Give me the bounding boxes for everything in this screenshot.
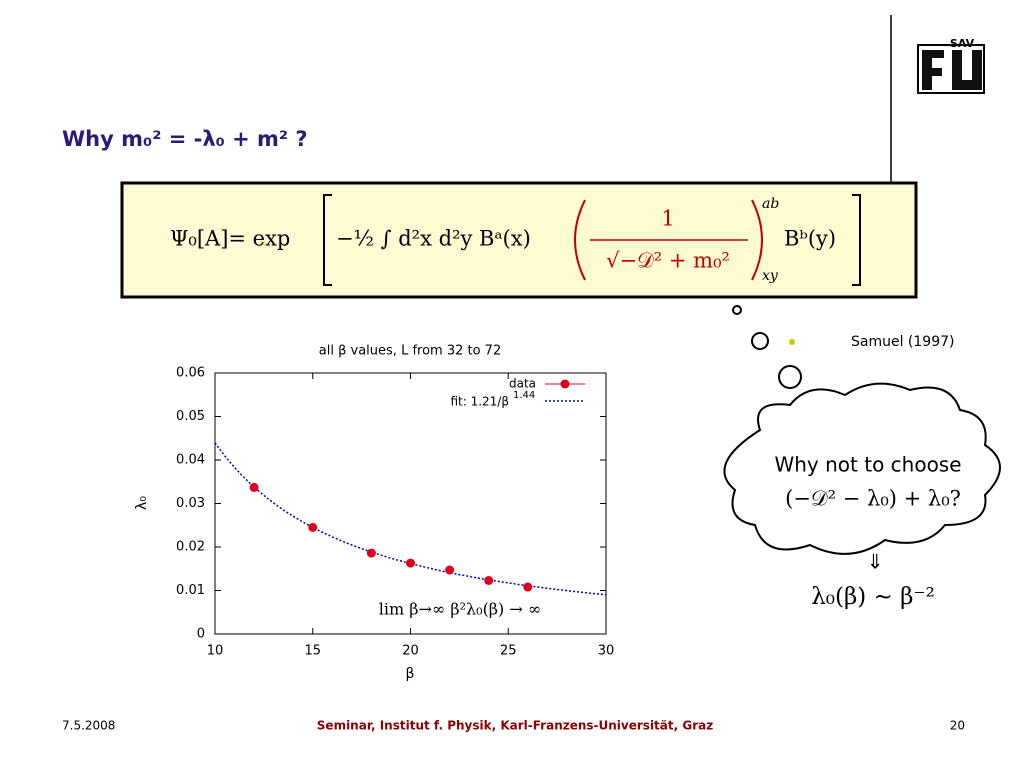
data-point (249, 482, 259, 492)
y-tick-label: 0.04 (176, 453, 205, 468)
legend-label-sup: 1.44 (513, 390, 535, 401)
y-tick-label: 0.01 (176, 583, 205, 598)
chart-title: all β values, L from 32 to 72 (319, 344, 501, 359)
x-tick-label: 10 (207, 644, 224, 659)
result: λ₀(β) ∼ β⁻² (811, 584, 935, 610)
x-tick-label: 30 (598, 644, 615, 659)
formula: Ψ₀[A]= exp −½ ∫ d²x d²y Bᵃ(x) 1 √−𝒟² + m… (170, 194, 861, 286)
logo: SAV (917, 37, 985, 94)
fit-curve (214, 442, 607, 596)
legend-swatch (560, 379, 570, 389)
y-tick-label: 0 (197, 627, 205, 642)
formula-integral: −½ ∫ d²x d²y Bᵃ(x) (336, 227, 531, 251)
formula-sup: ab (762, 196, 779, 212)
formula-lhs: Ψ₀[A]= exp (170, 227, 290, 251)
slide-title: Why m₀² = -λ₀ + m² ? (62, 127, 308, 151)
formula-box (120, 181, 918, 299)
legend-label: fit: 1.21/β (450, 395, 509, 409)
thought-circles (723, 305, 1001, 555)
footer-center: Seminar, Institut f. Physik, Karl-Franze… (317, 719, 713, 733)
formula-sub: xy (762, 268, 779, 284)
x-tick-label: 20 (402, 644, 419, 659)
data-point (523, 582, 533, 592)
citation: Samuel (1997) (851, 334, 954, 350)
x-label: β (406, 666, 415, 682)
legend-label: data (509, 377, 536, 391)
formula-denominator: √−𝒟² + m₀² (606, 249, 730, 273)
x-tick-label: 15 (304, 644, 321, 659)
data-point (406, 558, 415, 568)
y-label: λ₀ (134, 496, 150, 510)
arrow: ⇓ (867, 550, 884, 574)
x-tick-label: 25 (500, 644, 517, 659)
y-tick-label: 0.03 (176, 496, 205, 511)
data-point (484, 575, 494, 585)
bubble-line1: Why not to choose (774, 453, 961, 477)
data-point (366, 548, 376, 558)
y-tick-label: 0.02 (176, 540, 205, 555)
logo-text: SAV (950, 37, 975, 50)
chart: all β values, L from 32 to 72 β λ₀ data … (134, 344, 614, 683)
formula-rhs: Bᵇ(y) (784, 227, 836, 251)
formula-numerator: 1 (661, 207, 674, 231)
y-tick-label: 0.06 (176, 366, 205, 381)
y-tick-label: 0.05 (176, 409, 205, 424)
bubble-line2: (−𝒟² − λ₀) + λ₀? (785, 487, 961, 511)
bullet (789, 339, 795, 345)
data-point (445, 565, 455, 575)
footer-page: 20 (950, 719, 965, 733)
data-point (308, 522, 318, 532)
annotation: lim β→∞ β²λ₀(β) → ∞ (379, 600, 541, 619)
footer-date: 7.5.2008 (62, 719, 115, 733)
